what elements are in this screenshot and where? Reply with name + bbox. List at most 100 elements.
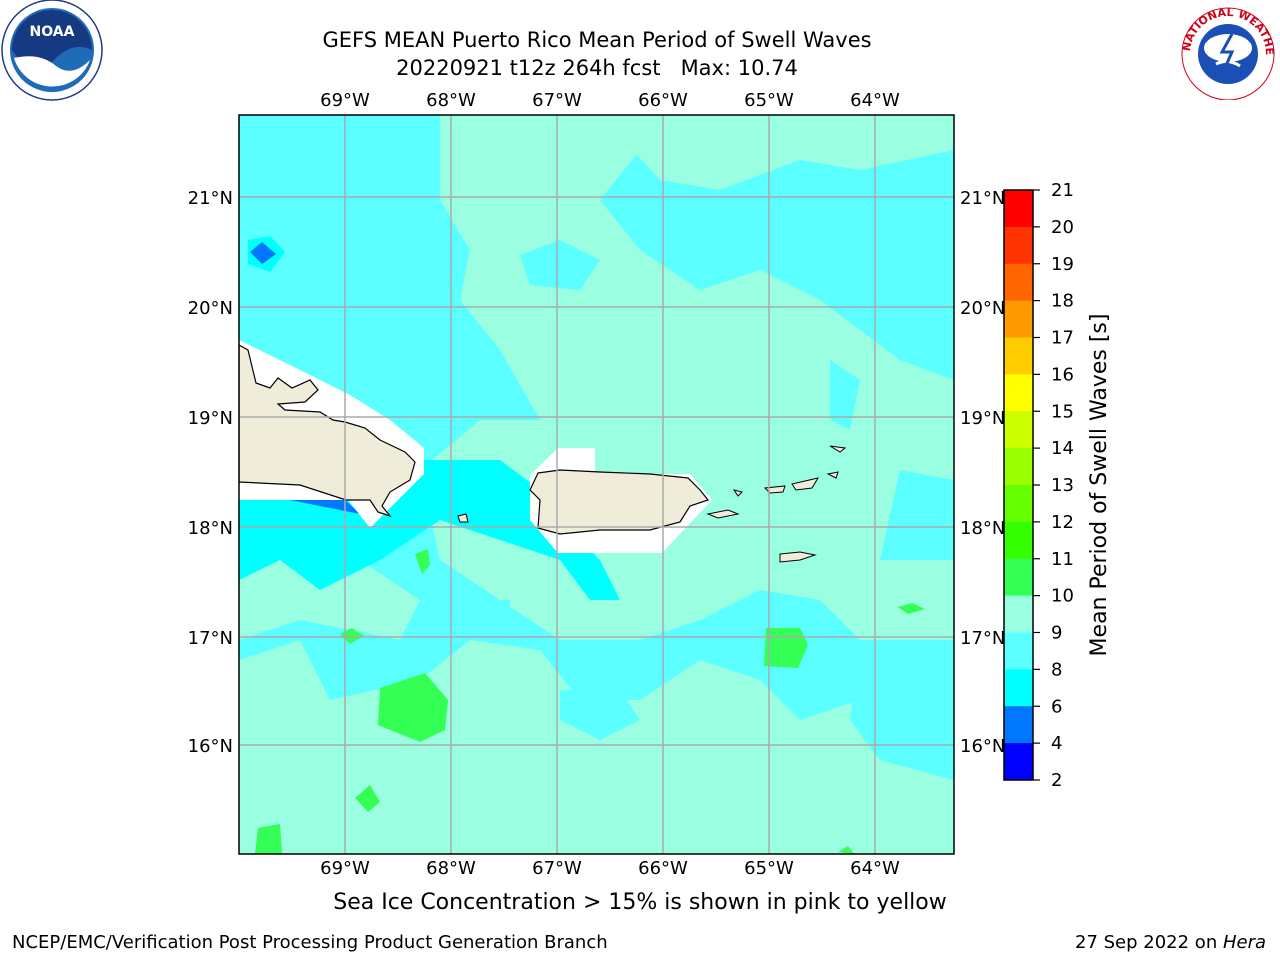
region-cyan — [460, 600, 510, 640]
island-virgin-gorda — [826, 471, 839, 479]
region-cyan — [830, 360, 860, 430]
max-value: Max: 10.74 — [680, 56, 798, 80]
lat-label: 19°N — [188, 408, 233, 429]
island-tortola — [791, 477, 820, 491]
nws-logo: NATIONAL WEATHER SERVICE — [1176, 0, 1276, 100]
colorbar-swatch — [1004, 411, 1033, 449]
colorbar-swatch — [1004, 706, 1033, 744]
lat-label: 21°N — [960, 188, 1005, 209]
region-green — [355, 785, 380, 812]
sea-ice-note: Sea Ice Concentration > 15% is shown in … — [333, 890, 947, 915]
lat-labels-left: 21°N 20°N 19°N 18°N 17°N 16°N — [188, 188, 233, 757]
region-aqua — [600, 115, 954, 190]
lat-label: 18°N — [188, 518, 233, 539]
chart-title: GEFS MEAN Puerto Rico Mean Period of Swe… — [322, 28, 872, 52]
map-field — [239, 115, 954, 854]
chart-subtitle: 20220921 t12z 264h fcst Max: 10.74 — [0, 55, 1194, 81]
colorbar-tick-label: 2 — [1051, 770, 1062, 791]
colorbar-tick-label: 19 — [1051, 254, 1074, 275]
lat-label: 16°N — [188, 736, 233, 757]
lon-label: 67°W — [532, 858, 582, 879]
lat-label: 17°N — [188, 628, 233, 649]
lon-label: 68°W — [426, 858, 476, 879]
region-green — [838, 846, 854, 854]
region-green — [764, 628, 808, 668]
lon-label: 67°W — [532, 90, 582, 111]
colorbar-tick-label: 18 — [1051, 291, 1074, 312]
colorbar-swatch — [1004, 374, 1033, 412]
region-green — [340, 628, 364, 644]
lon-label: 64°W — [850, 858, 900, 879]
lat-label: 21°N — [188, 188, 233, 209]
footer-date-text: 27 Sep 2022 on — [1075, 932, 1223, 953]
lat-labels-right: 21°N 20°N 19°N 18°N 17°N 16°N — [960, 188, 1005, 757]
colorbar-swatch — [1004, 485, 1033, 523]
map-frame — [238, 114, 955, 855]
noaa-logo: NOAA — [1, 0, 103, 101]
colorbar-tick-label: 4 — [1051, 733, 1062, 754]
island-anegada — [829, 445, 847, 453]
colorbar-tick-label: 11 — [1051, 549, 1074, 570]
colorbar-swatch — [1004, 448, 1033, 486]
region-green — [255, 824, 282, 854]
lat-label: 17°N — [960, 628, 1005, 649]
lat-label: 20°N — [188, 298, 233, 319]
colorbar-swatch — [1004, 521, 1033, 560]
footer-host: Hera — [1222, 932, 1266, 953]
region-aqua — [239, 540, 420, 640]
lon-labels-top: 69°W 68°W 67°W 66°W 65°W 64°W — [320, 90, 900, 111]
colorbar-swatch — [1004, 226, 1033, 265]
lon-label: 68°W — [426, 90, 476, 111]
graticule — [239, 115, 954, 854]
colorbar-swatch — [1004, 595, 1033, 633]
colorbar-tick-label: 9 — [1051, 623, 1062, 644]
island-culebra — [732, 489, 743, 497]
land-hispaniola — [239, 344, 416, 518]
colorbar-tick-label: 10 — [1051, 586, 1074, 607]
island-st-croix — [779, 551, 817, 563]
colorbar-tick-label: 12 — [1051, 512, 1074, 533]
colorbar-swatch — [1004, 190, 1033, 228]
colorbar-tick-label: 14 — [1051, 438, 1074, 459]
colorbar: 21 20 19 18 17 16 15 14 13 12 11 10 9 8 6 4 2 — [1003, 180, 1074, 791]
region-green — [378, 673, 448, 742]
lon-label: 64°W — [850, 90, 900, 111]
lon-label: 69°W — [320, 90, 370, 111]
colorbar-swatch — [1004, 743, 1033, 781]
colorbar-tick-label: 20 — [1051, 217, 1074, 238]
forecast-time: 20220921 t12z 264h fcst — [396, 56, 661, 80]
footer-credit: NCEP/EMC/Verification Post Processing Pr… — [12, 932, 608, 953]
colorbar-tick-label: 16 — [1051, 364, 1074, 385]
footer-date: 27 Sep 2022 on Hera — [1075, 932, 1266, 953]
region-green — [898, 603, 925, 614]
region-green — [415, 549, 430, 574]
lat-label: 20°N — [960, 298, 1005, 319]
noaa-logo-text: NOAA — [30, 24, 75, 40]
lat-label: 19°N — [960, 408, 1005, 429]
lon-label: 69°W — [320, 858, 370, 879]
colorbar-tick-label: 21 — [1051, 180, 1074, 201]
colorbar-tick-label: 6 — [1051, 696, 1062, 717]
colorbar-swatch — [1004, 263, 1033, 302]
colorbar-swatch — [1004, 337, 1033, 375]
region-bright-cyan — [239, 460, 620, 600]
lat-label: 16°N — [960, 736, 1005, 757]
region-blue — [290, 500, 360, 514]
lat-label: 18°N — [960, 518, 1005, 539]
colorbar-swatch — [1004, 669, 1033, 707]
island-mona — [457, 513, 469, 523]
lon-label: 66°W — [638, 90, 688, 111]
colorbar-tick-label: 15 — [1051, 401, 1074, 422]
lon-label: 65°W — [744, 858, 794, 879]
colorbar-swatch — [1004, 558, 1033, 597]
colorbar-swatch — [1004, 300, 1033, 338]
region-cyan — [560, 690, 640, 740]
colorbar-tick-label: 17 — [1051, 328, 1074, 349]
region-blue — [250, 242, 276, 264]
colorbar-tick-label: 13 — [1051, 475, 1074, 496]
region-cyan — [520, 240, 600, 290]
colorbar-label: Mean Period of Swell Waves [s] — [1087, 314, 1112, 657]
island-vieques — [706, 509, 740, 519]
lon-labels-bottom: 69°W 68°W 67°W 66°W 65°W 64°W — [320, 858, 900, 879]
